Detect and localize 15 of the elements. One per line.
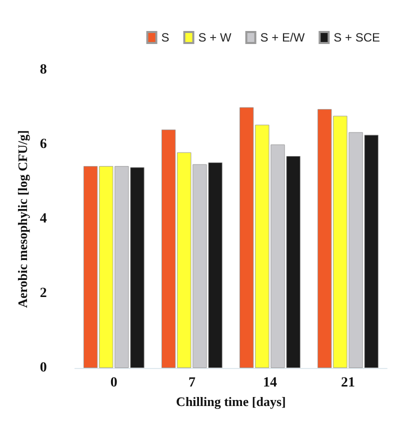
y-tick-label: 6 — [40, 137, 47, 152]
legend-label: S + E/W — [260, 30, 306, 44]
legend-label: S + SCE — [334, 30, 380, 44]
x-tick-label: 14 — [262, 376, 277, 390]
y-axis-title: Aerobic mesophylic [log CFU/g] — [15, 130, 30, 308]
y-tick-label: 4 — [40, 212, 47, 226]
legend-label: S + W — [198, 30, 232, 44]
y-tick-label: 8 — [40, 62, 47, 78]
y-tick-label: 2 — [40, 286, 47, 301]
x-tick-label: 7 — [188, 376, 196, 390]
y-tick-label: 0 — [40, 360, 47, 376]
x-axis-title: Chilling time [days] — [176, 394, 286, 409]
x-tick-label: 21 — [340, 376, 355, 390]
x-tick-label: 0 — [110, 376, 118, 390]
legend-label: S — [161, 30, 170, 44]
